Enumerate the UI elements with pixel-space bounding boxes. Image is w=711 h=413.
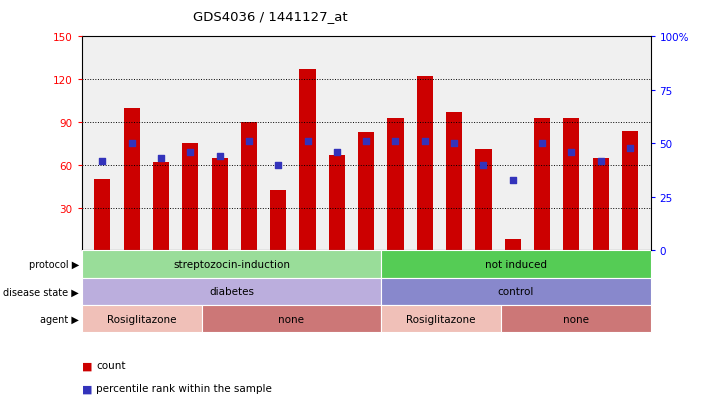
- Point: [449, 141, 460, 147]
- Bar: [387, 119, 404, 251]
- Bar: [476, 150, 491, 251]
- Point: [360, 139, 372, 145]
- Text: agent ▶: agent ▶: [40, 314, 79, 324]
- Bar: [211, 158, 228, 251]
- Bar: [95, 180, 110, 251]
- Bar: [446, 113, 462, 251]
- Text: ■: ■: [82, 361, 92, 370]
- Bar: [534, 119, 550, 251]
- Bar: [505, 240, 521, 251]
- Point: [507, 177, 518, 184]
- Point: [302, 139, 314, 145]
- Text: percentile rank within the sample: percentile rank within the sample: [96, 383, 272, 393]
- Point: [419, 139, 430, 145]
- Point: [566, 149, 577, 156]
- Text: none: none: [562, 314, 589, 324]
- Text: Rosiglitazone: Rosiglitazone: [107, 314, 176, 324]
- Bar: [381, 278, 651, 305]
- Point: [624, 145, 636, 152]
- Bar: [82, 305, 201, 332]
- Text: none: none: [278, 314, 304, 324]
- Point: [595, 158, 606, 164]
- Bar: [593, 158, 609, 251]
- Bar: [82, 278, 381, 305]
- Bar: [622, 131, 638, 251]
- Text: protocol ▶: protocol ▶: [28, 259, 79, 269]
- Bar: [381, 251, 651, 278]
- Text: disease state ▶: disease state ▶: [3, 287, 79, 297]
- Text: Rosiglitazone: Rosiglitazone: [406, 314, 476, 324]
- Point: [331, 149, 343, 156]
- Bar: [417, 77, 433, 251]
- Text: control: control: [498, 287, 534, 297]
- Point: [97, 158, 108, 164]
- Point: [243, 139, 255, 145]
- Bar: [299, 70, 316, 251]
- Bar: [82, 251, 381, 278]
- Text: diabetes: diabetes: [209, 287, 254, 297]
- Bar: [241, 123, 257, 251]
- Point: [272, 162, 284, 169]
- Bar: [201, 305, 381, 332]
- Text: ■: ■: [82, 383, 92, 393]
- Point: [478, 162, 489, 169]
- Bar: [182, 144, 198, 251]
- Bar: [501, 305, 651, 332]
- Bar: [563, 119, 579, 251]
- Bar: [328, 155, 345, 251]
- Bar: [270, 191, 287, 251]
- Point: [214, 154, 225, 160]
- Text: not induced: not induced: [485, 259, 547, 269]
- Point: [185, 149, 196, 156]
- Point: [155, 156, 166, 162]
- Bar: [124, 108, 139, 251]
- Point: [126, 141, 137, 147]
- Bar: [153, 163, 169, 251]
- Bar: [381, 305, 501, 332]
- Bar: [358, 133, 374, 251]
- Point: [536, 141, 547, 147]
- Point: [390, 139, 401, 145]
- Text: GDS4036 / 1441127_at: GDS4036 / 1441127_at: [193, 10, 348, 23]
- Text: streptozocin-induction: streptozocin-induction: [173, 259, 290, 269]
- Text: count: count: [96, 361, 125, 370]
